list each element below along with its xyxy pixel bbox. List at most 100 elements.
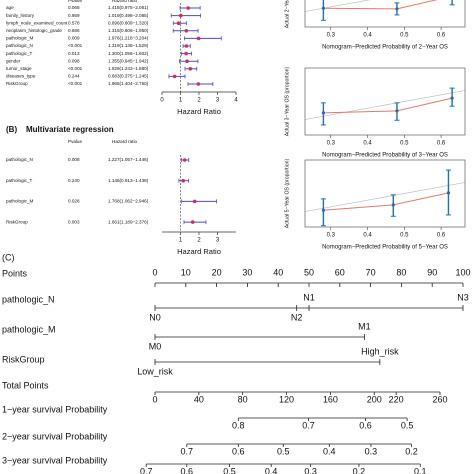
- calibration-plot: [305, 0, 455, 21]
- tick-label: 90: [427, 267, 437, 277]
- variable-label: lymph_node_examined_count: [6, 20, 68, 25]
- variable-label: family_history: [6, 13, 35, 18]
- hazard-ratio-text: 1.529(1.243−1.880): [108, 66, 149, 71]
- hazard-ratio-text: 1.315(0.606−1.950): [108, 28, 149, 33]
- level-label: Low_risk: [137, 366, 173, 376]
- hazard-ratio-point: [192, 199, 197, 204]
- tick-label: 0.4: [323, 446, 336, 456]
- x-tick-label: 3: [216, 238, 220, 244]
- panel-label: (B): [6, 125, 17, 134]
- column-header: Pvalue: [68, 0, 82, 3]
- calibration-point: [446, 191, 451, 195]
- calibration-point: [321, 208, 325, 212]
- calibration-point: [450, 96, 454, 100]
- p-value: 0.068: [68, 5, 80, 10]
- x-tick-label: 0.3: [327, 141, 336, 147]
- row-label: Total Points: [2, 380, 49, 390]
- p-value: 0.244: [68, 74, 80, 79]
- tick-label: 0.5: [277, 446, 290, 456]
- variable-label: pathologic_N: [6, 157, 33, 162]
- p-value: 0.008: [68, 157, 80, 162]
- tick-label: 100: [455, 267, 470, 277]
- panel-title: Multivariate regression: [26, 125, 114, 134]
- hazard-ratio-text: 1.355(0.945−1.942): [108, 58, 149, 63]
- hazard-ratio-text: 1.300(1.056−1.602): [108, 51, 149, 56]
- p-value: 0.009: [68, 36, 80, 41]
- x-tick-label: 0.6: [437, 141, 446, 147]
- row-label: pathologic_N: [2, 294, 55, 304]
- variable-label: diseases_type: [6, 74, 36, 79]
- hazard-ratio-point: [190, 220, 195, 224]
- hazard-ratio-point: [181, 178, 186, 183]
- hazard-ratio-point: [184, 29, 189, 33]
- hazard-ratio-point: [185, 59, 189, 63]
- plot-frame: [304, 0, 466, 28]
- hazard-ratio-point: [186, 6, 191, 10]
- hazard-ratio-text: 1.019(0.498−2.085): [108, 13, 149, 18]
- hazard-ratio-text: 1.768(1.062−2.946): [108, 199, 149, 204]
- tick-label: 0.1: [414, 466, 427, 474]
- p-value: 0.028: [68, 199, 80, 204]
- x-tick-label: 0.5: [400, 141, 409, 147]
- x-axis-label: Nomogram−Predicted Probability of 3−Year…: [322, 153, 448, 159]
- calibration-point: [395, 109, 399, 113]
- tick-label: 30: [242, 267, 252, 277]
- variable-label: tumor_stage: [6, 66, 32, 71]
- variable-label: age: [6, 5, 14, 10]
- tick-label: 0.7: [140, 466, 153, 474]
- p-value: 0.003: [68, 219, 80, 224]
- calibration-plot: [305, 169, 465, 227]
- x-tick-label: 4: [234, 98, 238, 104]
- tick-label: 0.7: [181, 446, 194, 456]
- p-value: 0.686: [68, 28, 80, 33]
- p-value: 0.578: [68, 20, 80, 25]
- x-tick-label: 1: [179, 98, 183, 104]
- calibration-point: [321, 6, 325, 10]
- tick-label: 0.6: [181, 466, 194, 474]
- hazard-ratio-text: 0.896(0.609−1.320): [108, 20, 149, 25]
- x-tick-label: 2: [197, 98, 201, 104]
- level-label: M1: [358, 321, 371, 331]
- variable-label: gender: [6, 58, 21, 63]
- ideal-line: [305, 90, 465, 120]
- variable-label: pathologic_N: [6, 43, 33, 48]
- level-label: M0: [149, 341, 162, 351]
- calibration-point: [321, 111, 325, 115]
- hazard-ratio-text: 0.683(0.375−1.245): [108, 74, 149, 79]
- ideal-line: [305, 0, 371, 12]
- x-tick-label: 0.3: [327, 33, 336, 39]
- p-value: 0.098: [68, 58, 80, 63]
- x-tick-label: 0.4: [363, 233, 372, 239]
- tick-label: 20: [212, 267, 222, 277]
- tick-label: 0.6: [359, 420, 372, 430]
- tick-label: 0.6: [232, 446, 245, 456]
- x-tick-label: 0: [160, 98, 164, 104]
- tick-label: 0.2: [353, 466, 366, 474]
- x-tick-label: 0.5: [400, 33, 409, 39]
- x-tick-label: 0.4: [363, 141, 372, 147]
- p-value: 0.013: [68, 51, 80, 56]
- x-tick-label: 0.6: [437, 33, 446, 39]
- x-tick-label: 0.3: [327, 233, 336, 239]
- tick-label: 10: [181, 267, 191, 277]
- row-label: 1−year survival Probability: [2, 404, 108, 414]
- x-tick-label: 1: [179, 238, 183, 244]
- tick-label: 0.2: [405, 446, 418, 456]
- calibration-line: [323, 97, 453, 114]
- tick-label: 120: [279, 394, 294, 404]
- level-label: N1: [303, 292, 315, 302]
- column-header: Hazard ratio: [112, 139, 137, 144]
- y-axis-label: Actual 3−Year OS (proportion): [284, 67, 290, 137]
- tick-label: 0.3: [304, 466, 317, 474]
- tick-label: 80: [238, 394, 248, 404]
- tick-label: 0.5: [401, 420, 414, 430]
- plot-frame: [304, 67, 466, 136]
- p-value: <0.001: [68, 81, 83, 86]
- hazard-ratio-text: 1.965(1.404−2.750): [108, 81, 149, 86]
- row-label: 2−year survival Probability: [2, 431, 108, 441]
- x-tick-label: 0.5: [400, 233, 409, 239]
- x-axis-label: Nomogram−Predicted Probability of 5−Year…: [322, 245, 448, 251]
- tick-label: 40: [273, 267, 283, 277]
- variable-label: neoplasm_histologic_grade: [6, 28, 62, 33]
